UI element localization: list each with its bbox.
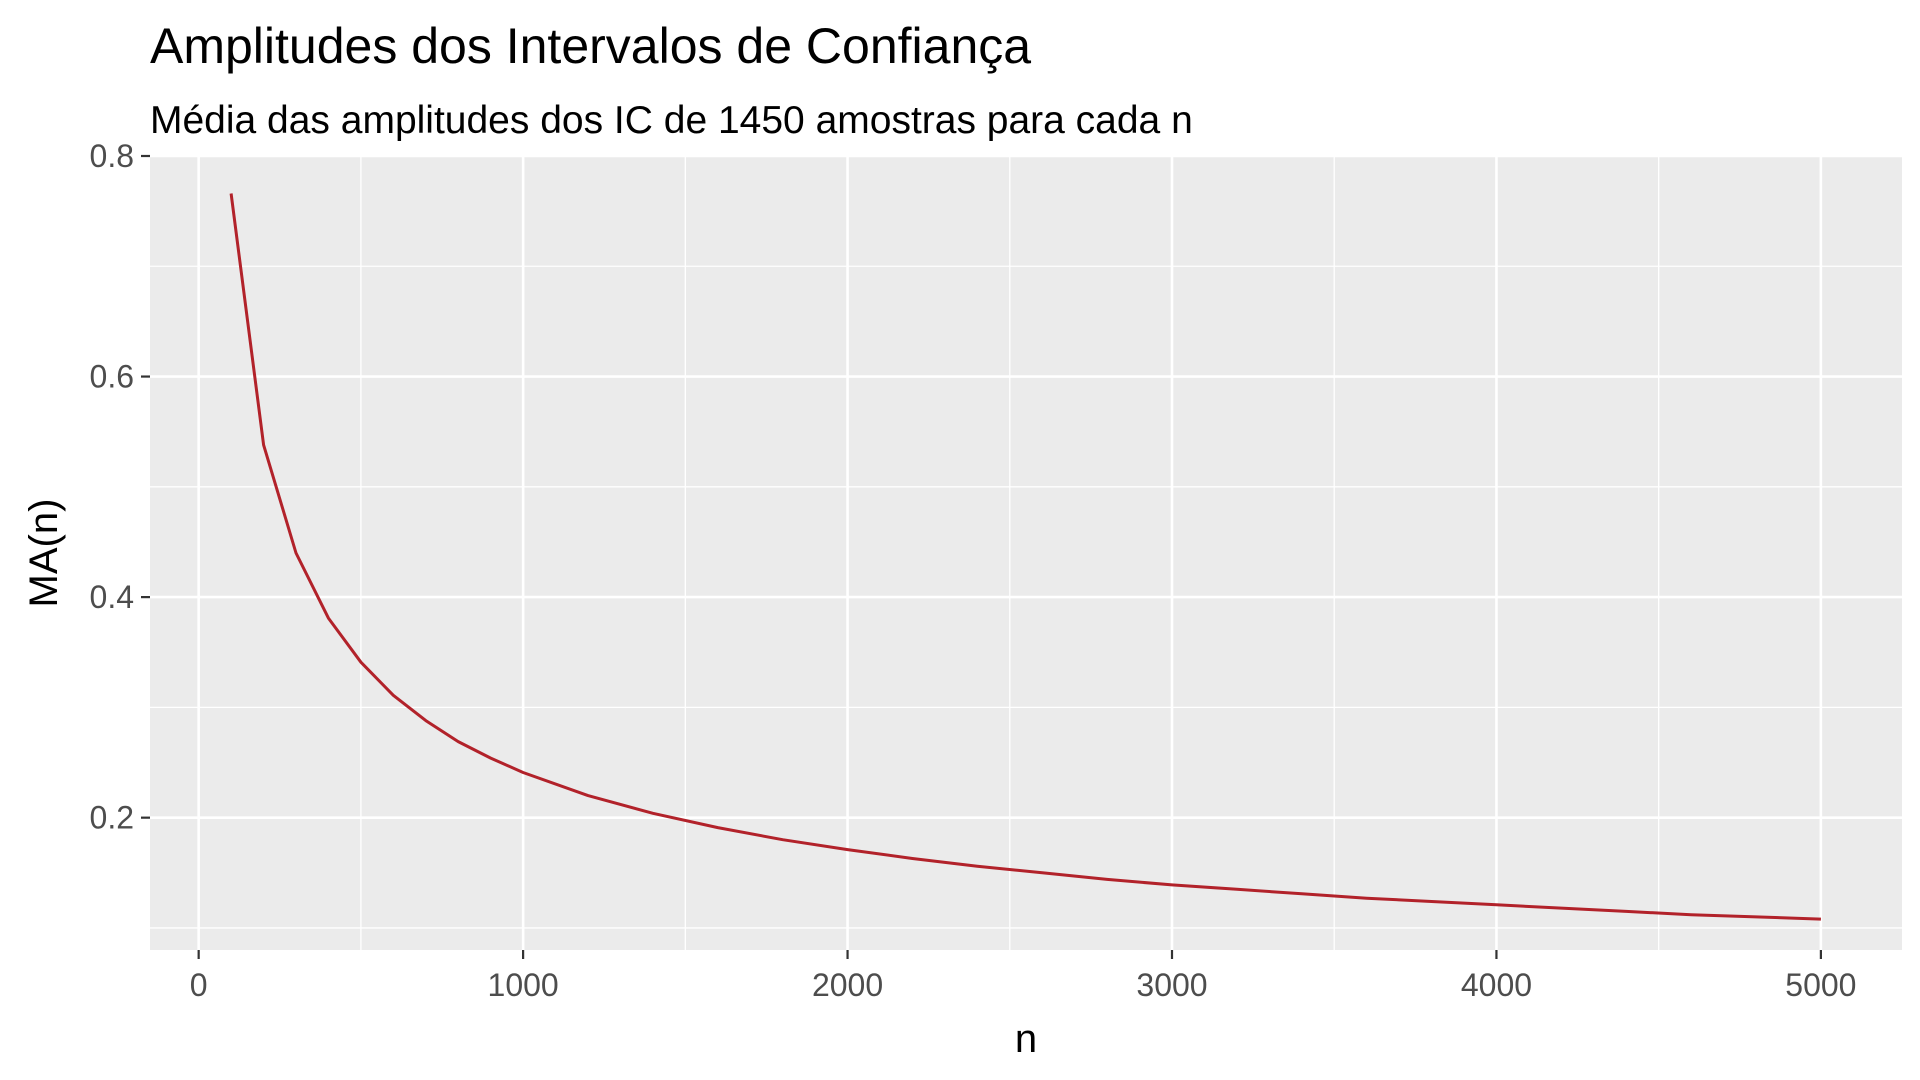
- axis-layer: 0 1000 2000 3000 4000 5000 0.2 0.4 0.6 0.8: [90, 138, 1857, 1003]
- x-tick-label: 3000: [1136, 967, 1207, 1003]
- x-tick-label: 0: [190, 967, 208, 1003]
- x-axis-title: n: [1015, 1017, 1037, 1061]
- series-layer: [229, 193, 1821, 921]
- x-tick-label: 5000: [1785, 967, 1856, 1003]
- x-tick-label: 1000: [488, 967, 559, 1003]
- y-tick-label: 0.6: [90, 359, 134, 395]
- x-tick-label: 2000: [812, 967, 883, 1003]
- chart-subtitle: Média das amplitudes dos IC de 1450 amos…: [150, 99, 1193, 142]
- plot-panel: [150, 156, 1902, 950]
- y-axis-title: MA(n): [22, 499, 66, 608]
- series-line: [229, 193, 1821, 921]
- grid-layer: [150, 154, 1902, 950]
- chart-title: Amplitudes dos Intervalos de Confiança: [150, 18, 1031, 74]
- x-tick-label: 4000: [1461, 967, 1532, 1003]
- y-tick-label: 0.2: [90, 800, 134, 836]
- y-tick-label: 0.4: [90, 579, 134, 615]
- y-tick-label: 0.8: [90, 138, 134, 174]
